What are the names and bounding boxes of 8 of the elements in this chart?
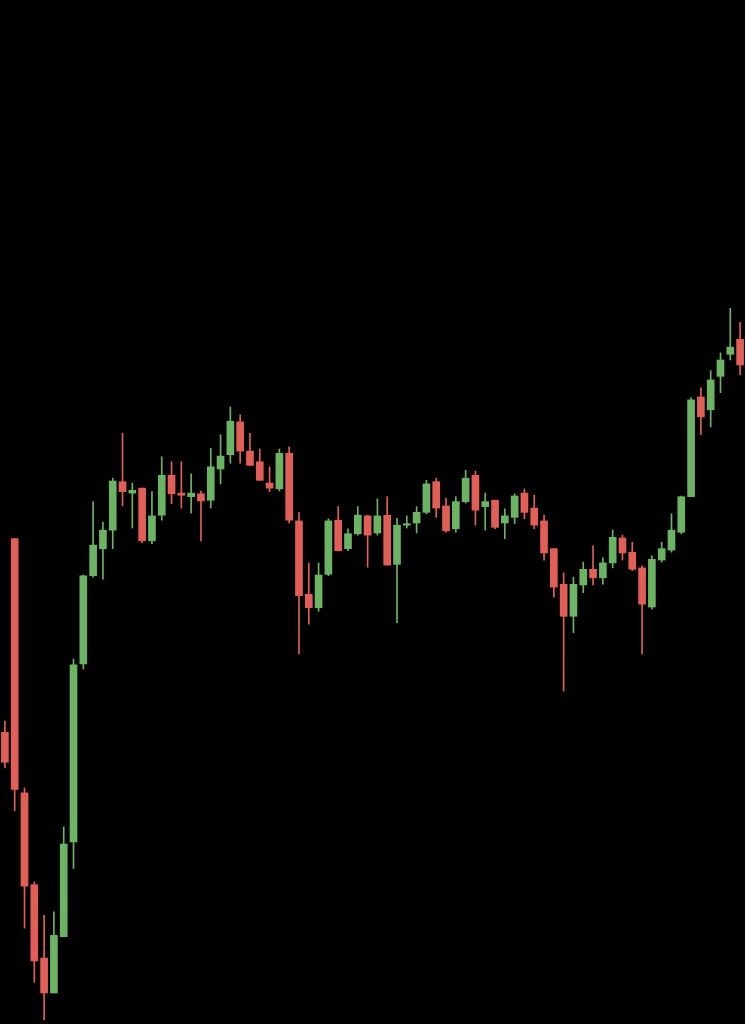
candlestick — [402, 515, 411, 529]
candlestick — [589, 545, 597, 586]
candlestick — [726, 308, 735, 361]
candlestick — [197, 490, 205, 542]
candlestick — [187, 473, 195, 514]
candlestick — [481, 492, 490, 531]
candlestick — [501, 508, 509, 540]
candlestick — [304, 562, 313, 625]
